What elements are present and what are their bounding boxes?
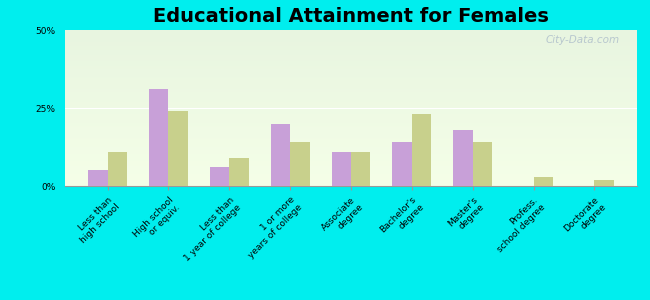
Bar bbox=[88, 170, 108, 186]
Bar bbox=[594, 180, 614, 186]
Bar bbox=[210, 167, 229, 186]
Bar bbox=[351, 152, 370, 186]
Bar bbox=[149, 89, 168, 186]
Bar bbox=[412, 114, 432, 186]
Bar bbox=[332, 152, 351, 186]
Bar bbox=[270, 124, 290, 186]
Bar bbox=[534, 177, 553, 186]
Bar bbox=[168, 111, 188, 186]
Title: Educational Attainment for Females: Educational Attainment for Females bbox=[153, 7, 549, 26]
Bar bbox=[290, 142, 309, 186]
Bar bbox=[393, 142, 412, 186]
Bar bbox=[229, 158, 249, 186]
Bar bbox=[473, 142, 492, 186]
Bar bbox=[108, 152, 127, 186]
Bar bbox=[453, 130, 473, 186]
Text: City-Data.com: City-Data.com bbox=[546, 35, 620, 45]
